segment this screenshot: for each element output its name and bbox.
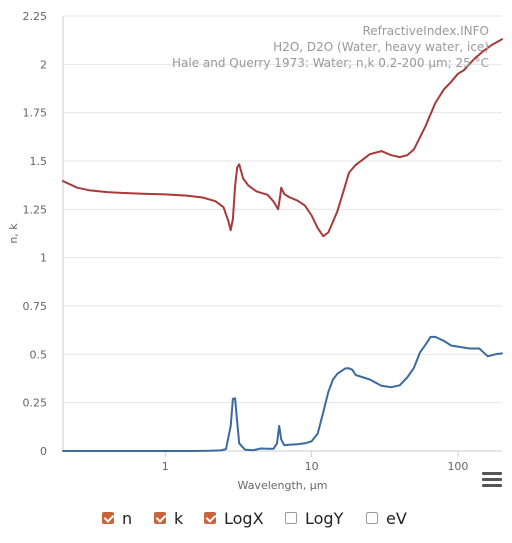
- y-tick-label: 0.25: [23, 397, 48, 410]
- toggle-logx[interactable]: LogX: [204, 505, 264, 531]
- chart-credit-line: RefractiveIndex.INFO: [362, 24, 489, 38]
- y-tick-label: 1: [40, 252, 47, 265]
- toggle-logx-label: LogX: [224, 508, 264, 528]
- checkbox-ev[interactable]: [366, 512, 378, 524]
- toggle-k[interactable]: k: [154, 505, 183, 531]
- checkbox-logy[interactable]: [285, 512, 297, 524]
- series-k-line: [62, 335, 503, 452]
- toggle-logy[interactable]: LogY: [285, 505, 343, 531]
- toggle-ev[interactable]: eV: [366, 505, 407, 531]
- chart-controls: n k LogX LogY eV: [0, 505, 512, 531]
- chart: 0 0.25 0.5 0.75 1 1.25 1.5 1.75 2 2.25 1 10 100 Wavel…: [7, 10, 503, 492]
- y-tick-label: 2: [40, 58, 47, 71]
- hamburger-icon: [482, 472, 502, 475]
- y-tick-label: 0: [40, 445, 47, 458]
- x-tick-label: 100: [447, 460, 468, 473]
- y-tick-label: 2.25: [23, 10, 48, 23]
- y-tick-label: 1.5: [30, 155, 48, 168]
- y-tick-label: 0.75: [23, 300, 48, 313]
- chart-svg: 0 0.25 0.5 0.75 1 1.25 1.5 1.75 2 2.25 1 10 100 Wavel…: [7, 10, 503, 492]
- x-tick-label: 1: [162, 460, 169, 473]
- checkbox-k[interactable]: [154, 512, 166, 524]
- y-axis-title: n, k: [7, 223, 20, 244]
- x-axis-title: Wavelength, µm: [238, 479, 328, 492]
- toggle-logy-label: LogY: [305, 508, 344, 528]
- chart-menu-button[interactable]: [482, 472, 502, 490]
- toggle-k-label: k: [174, 508, 184, 528]
- y-tick-label: 0.5: [30, 348, 48, 361]
- toggle-n-label: n: [122, 508, 133, 528]
- x-tick-label: 10: [305, 460, 319, 473]
- y-tick-label: 1.25: [23, 203, 48, 216]
- chart-credit-line: Hale and Querry 1973: Water; n,k 0.2-200…: [172, 56, 489, 70]
- checkbox-n[interactable]: [102, 512, 114, 524]
- checkbox-logx[interactable]: [204, 512, 216, 524]
- toggle-n[interactable]: n: [102, 505, 132, 531]
- toggle-ev-label: eV: [386, 508, 407, 528]
- y-tick-label: 1.75: [23, 107, 48, 120]
- chart-credit-line: H2O, D2O (Water, heavy water, ice): [273, 40, 489, 54]
- series-n-line: [62, 38, 503, 238]
